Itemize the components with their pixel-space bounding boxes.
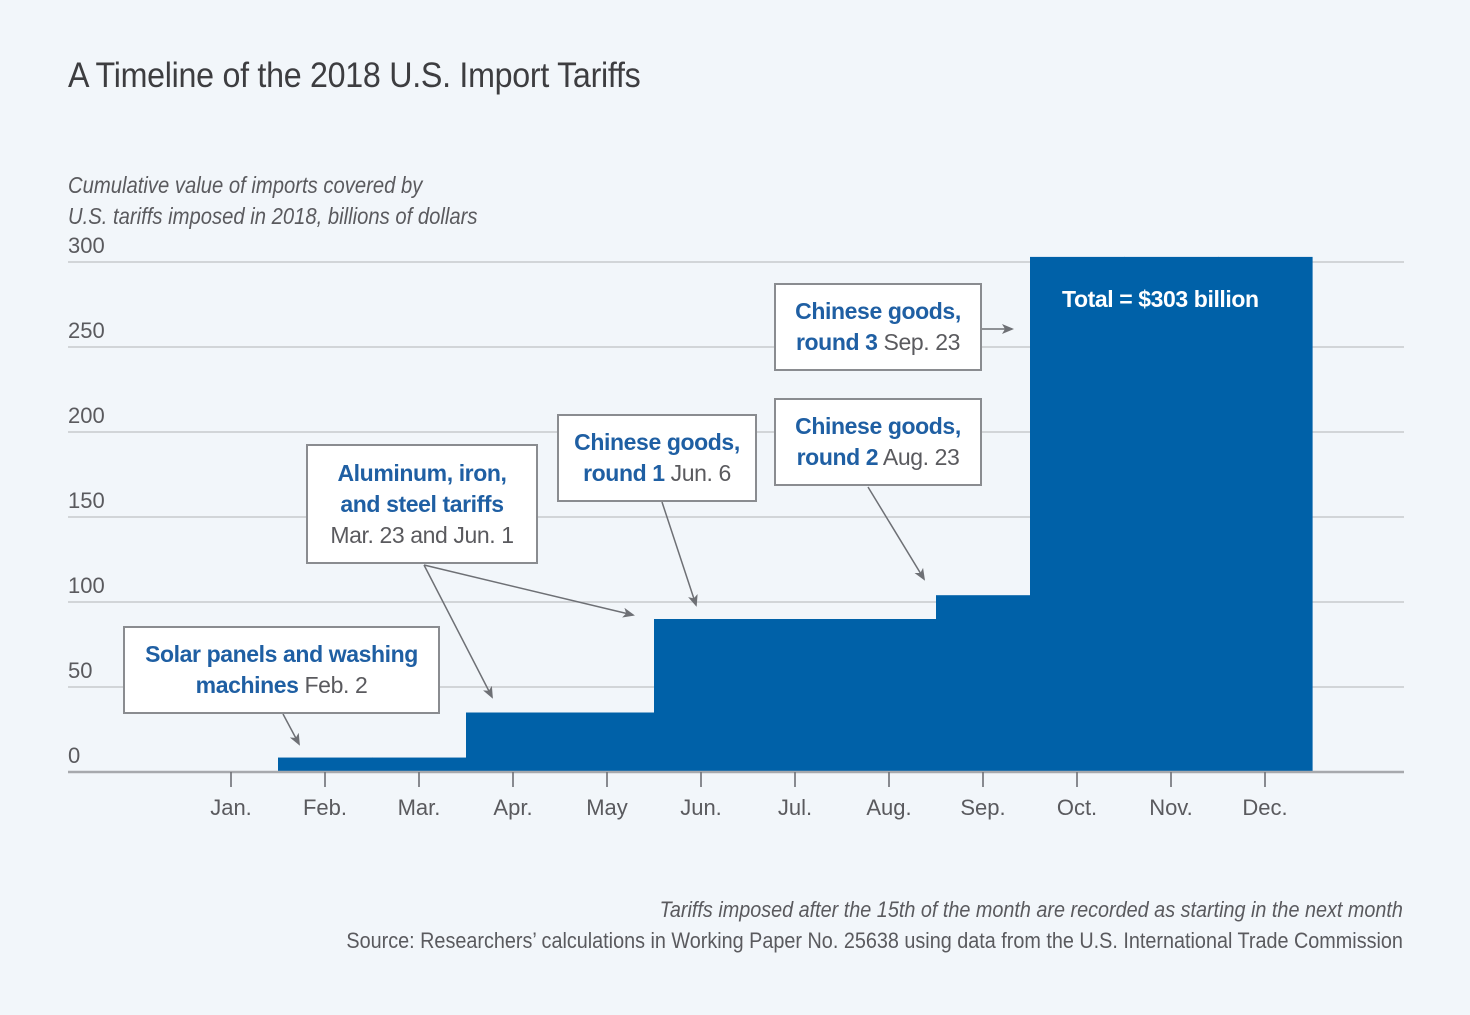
- step-bar: [748, 619, 843, 772]
- annotation-date: Aug. 23: [878, 444, 960, 470]
- annotation-arrow: [423, 564, 635, 618]
- x-tick-labels: Jan. Feb. Mar. Apr. May Jun. Jul. Aug. Sep. Oct. N…: [210, 795, 1287, 820]
- y-axis-label-line-2: U.S. tariffs imposed in 2018, billions o…: [68, 203, 478, 229]
- annotation-arrow: [661, 501, 698, 607]
- step-bar: [372, 757, 467, 772]
- footnote-source: Source: Researchers’ calculations in Wor…: [346, 928, 1403, 953]
- x-tick-label: Apr.: [493, 795, 532, 820]
- annotation-label: machines: [195, 672, 299, 698]
- annotation-line: round 1 Jun. 6: [559, 458, 755, 489]
- annotation-line: round 2 Aug. 23: [776, 442, 980, 473]
- annotation-label: Chinese goods,: [795, 298, 961, 324]
- x-tick-label: Oct.: [1057, 795, 1097, 820]
- annotation-line: Chinese goods,: [776, 411, 980, 442]
- step-bar: [1218, 256, 1313, 772]
- annotation-line: machines Feb. 2: [125, 670, 438, 701]
- step-bar: [1030, 256, 1125, 772]
- x-tick-label: Mar.: [398, 795, 441, 820]
- y-tick-labels: 0 50 100 150 200 250 300: [68, 233, 105, 768]
- annotation-line: and steel tariffs: [308, 489, 536, 520]
- annotation-aluminum-steel: Aluminum, iron, and steel tariffs Mar. 23 …: [306, 444, 538, 564]
- y-tick-label: 200: [68, 403, 105, 428]
- annotation-date: Sep. 23: [877, 329, 961, 355]
- x-tick-label: Jun.: [680, 795, 722, 820]
- x-axis: [68, 770, 1404, 787]
- annotation-chinese-round-2: Chinese goods, round 2 Aug. 23: [774, 398, 982, 486]
- annotation-arrows: [282, 324, 1014, 746]
- annotation-label: round 2: [796, 444, 879, 470]
- annotation-line: Chinese goods,: [776, 296, 980, 327]
- annotation-arrow: [282, 713, 300, 746]
- total-label: Total = $303 billion: [1062, 286, 1259, 312]
- annotation-arrow: [867, 486, 926, 581]
- annotation-line: Chinese goods,: [559, 427, 755, 458]
- y-axis-label-line-1: Cumulative value of imports covered by: [68, 172, 423, 198]
- step-bar: [936, 595, 1031, 772]
- step-area: [278, 256, 1313, 772]
- annotation-label: Chinese goods,: [574, 429, 740, 455]
- footnote-note: Tariffs imposed after the 15th of the mo…: [659, 897, 1403, 922]
- step-bar: [654, 619, 749, 772]
- step-bar: [466, 712, 561, 772]
- step-bar: [560, 712, 655, 772]
- annotation-label: Solar panels and washing: [145, 641, 418, 667]
- annotation-line: round 3 Sep. 23: [776, 327, 980, 358]
- x-tick-label: Nov.: [1149, 795, 1193, 820]
- annotation-line: Aluminum, iron,: [308, 458, 536, 489]
- chart-title: A Timeline of the 2018 U.S. Import Tarif…: [68, 56, 641, 95]
- step-bar: [1124, 256, 1219, 772]
- y-tick-label: 250: [68, 318, 105, 343]
- annotation-label: Aluminum, iron,: [337, 459, 507, 486]
- x-tick-label: Jan.: [210, 795, 252, 820]
- annotation-date: Mar. 23 and Jun. 1: [330, 521, 514, 548]
- x-tick-label: Sep.: [960, 795, 1005, 820]
- annotation-label: round 1: [583, 460, 665, 486]
- y-tick-label: 150: [68, 488, 105, 513]
- annotation-solar-panels: Solar panels and washing machines Feb. 2: [123, 626, 440, 714]
- x-tick-label: Feb.: [303, 795, 347, 820]
- annotation-chinese-round-3: Chinese goods, round 3 Sep. 23: [774, 283, 982, 371]
- y-axis-label: Cumulative value of imports covered by U…: [68, 170, 478, 232]
- x-tick-label: Aug.: [866, 795, 911, 820]
- step-bar: [842, 619, 937, 772]
- annotation-line: Mar. 23 and Jun. 1: [308, 520, 536, 551]
- annotation-label: Chinese goods,: [795, 413, 961, 439]
- y-tick-label: 100: [68, 573, 105, 598]
- footnote: Tariffs imposed after the 15th of the mo…: [346, 894, 1403, 956]
- x-tick-label: Dec.: [1242, 795, 1287, 820]
- annotation-arrow: [423, 564, 493, 699]
- step-bar: [278, 757, 373, 772]
- x-tick-label: Jul.: [778, 795, 812, 820]
- annotation-chinese-round-1: Chinese goods, round 1 Jun. 6: [557, 414, 757, 502]
- annotation-label: round 3: [795, 329, 878, 355]
- annotation-label: and steel tariffs: [340, 490, 504, 517]
- annotation-date: Jun. 6: [664, 460, 732, 486]
- y-tick-label: 0: [68, 743, 80, 768]
- y-tick-label: 300: [68, 233, 105, 258]
- annotation-date: Feb. 2: [298, 672, 368, 698]
- y-tick-label: 50: [68, 658, 92, 683]
- x-tick-label: May: [586, 795, 628, 820]
- annotation-line: Solar panels and washing: [125, 639, 438, 670]
